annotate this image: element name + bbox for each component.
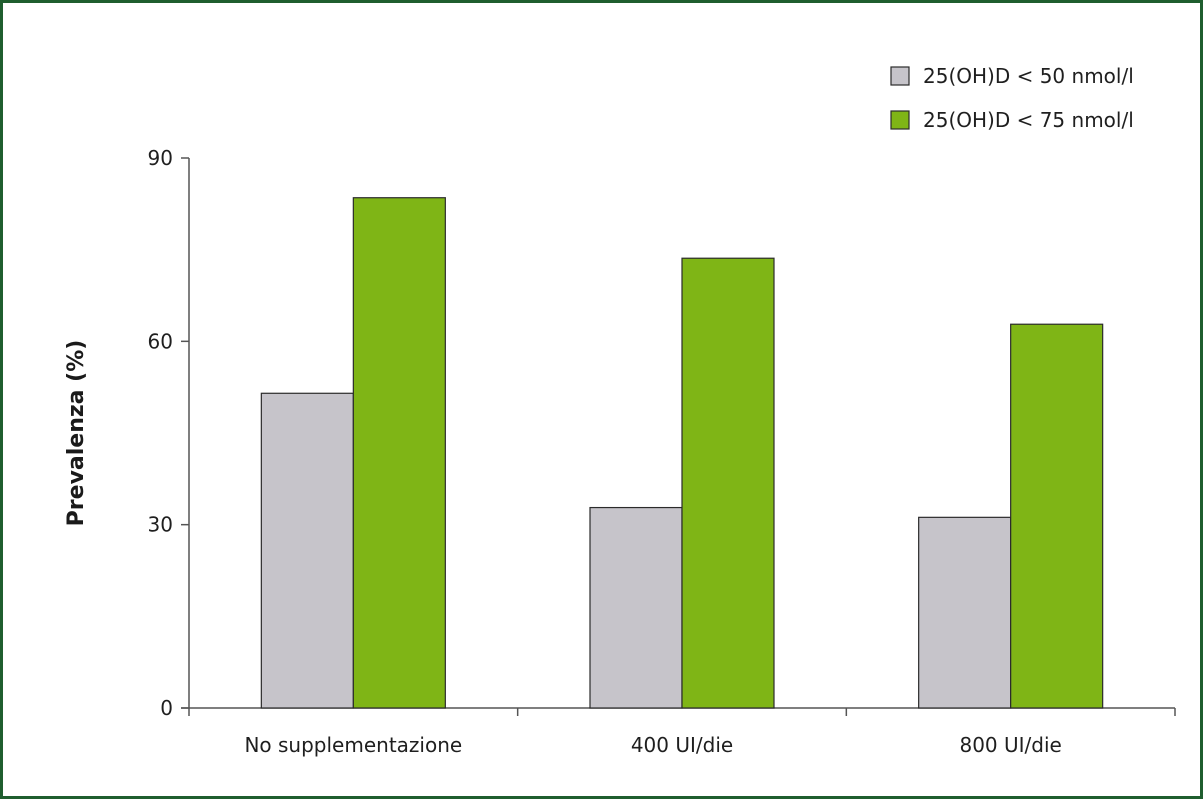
bar-lt50-2: [918, 516, 1012, 709]
bar-chart: 0 30 60 90 No supplementazione 400 UI/die 800 …: [64, 64, 1176, 757]
y-axis-label: Prevalenza (%): [64, 340, 89, 527]
legend-label: 25(OH)D < 75 nmol/l: [923, 108, 1134, 132]
legend-label: 25(OH)D < 50 nmol/l: [923, 64, 1134, 88]
y-tick-label: 90: [148, 146, 173, 170]
x-category-label: 400 UI/die: [631, 733, 733, 757]
legend-swatch: [890, 66, 910, 86]
legend-swatch: [890, 110, 910, 130]
bar-lt50-0: [260, 392, 354, 709]
bar-lt75-0: [352, 197, 446, 709]
x-category-label: 800 UI/die: [959, 733, 1061, 757]
y-tick-label: 30: [148, 513, 173, 537]
bar-lt75-2: [1010, 323, 1104, 709]
bar-lt50-1: [589, 506, 683, 709]
y-tick-label: 0: [160, 696, 173, 720]
y-tick-label: 60: [148, 329, 173, 353]
bars: [260, 197, 1104, 709]
x-category-label: No supplementazione: [244, 733, 462, 757]
labels: 0 30 60 90 No supplementazione 400 UI/die 800 …: [148, 146, 1062, 757]
bar-lt75-1: [681, 257, 775, 709]
legend: 25(OH)D < 50 nmol/l 25(OH)D < 75 nmol/l: [890, 64, 1134, 132]
